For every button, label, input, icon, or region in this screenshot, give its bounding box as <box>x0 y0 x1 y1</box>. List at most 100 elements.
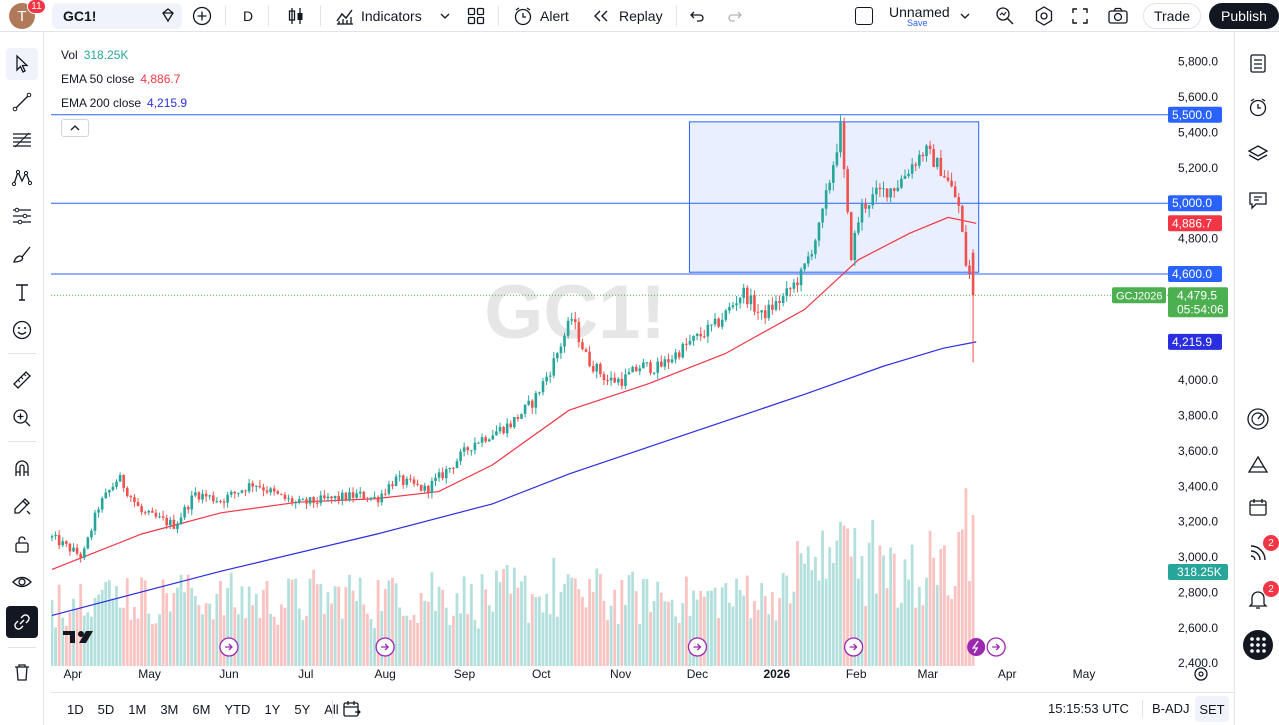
candle-body <box>771 304 774 310</box>
candle-body <box>864 203 867 209</box>
volume-bar <box>487 605 491 666</box>
redo-icon[interactable] <box>726 7 744 28</box>
layers-icon[interactable] <box>1244 140 1272 168</box>
alerts-clock-icon[interactable] <box>1244 93 1272 121</box>
brush-tool-icon[interactable] <box>6 238 38 270</box>
replay-button[interactable]: Replay <box>619 8 663 24</box>
fib-retracement-icon[interactable] <box>6 124 38 156</box>
camera-snapshot-icon[interactable] <box>1107 6 1129 29</box>
time-tick-label: Jun <box>219 667 238 681</box>
settings-gear-icon[interactable] <box>1033 5 1055 30</box>
chart-pane[interactable]: GC1!5,800.05,600.05,400.05,200.05,000.04… <box>51 44 1229 690</box>
range-button-1y[interactable]: 1Y <box>264 701 281 717</box>
legend-ema200[interactable]: EMA 200 close 4,215.9 <box>61 96 187 110</box>
layout-dropdown-chevron-icon[interactable] <box>958 9 972 26</box>
zoom-in-icon[interactable] <box>6 402 38 434</box>
lock-icon[interactable] <box>6 528 38 560</box>
alert-button[interactable]: Alert <box>540 8 569 24</box>
notifications-bell-icon[interactable] <box>1244 585 1272 613</box>
volume-bar <box>290 579 294 666</box>
link-sync-icon[interactable] <box>6 606 38 638</box>
replay-rewind-icon[interactable] <box>592 7 610 28</box>
range-button-1m[interactable]: 1M <box>128 701 147 717</box>
trend-line-icon[interactable] <box>6 86 38 118</box>
candle-body <box>642 362 645 369</box>
volume-bar <box>950 598 953 666</box>
candle-body <box>57 535 61 546</box>
drawing-mode-icon[interactable] <box>6 490 38 522</box>
range-button-5y[interactable]: 5Y <box>294 701 311 717</box>
templates-grid-icon[interactable] <box>466 6 486 29</box>
range-button-all[interactable]: All <box>317 702 345 717</box>
layout-icon[interactable] <box>855 7 873 25</box>
volume-bar <box>244 618 247 666</box>
volume-bar <box>262 589 265 666</box>
date-range-calendar-icon[interactable] <box>342 699 362 722</box>
candle-body <box>369 497 373 500</box>
volume-bar <box>68 612 72 666</box>
forecasting-tool-icon[interactable] <box>6 200 38 232</box>
emoji-icon[interactable] <box>6 314 38 346</box>
volume-bar <box>742 595 746 666</box>
cursor-tool-icon[interactable] <box>6 48 38 80</box>
technicals-gauge-icon[interactable] <box>1244 405 1272 433</box>
range-button-ytd[interactable]: YTD <box>224 701 251 717</box>
volume-bar <box>100 589 104 666</box>
volume-bar <box>122 607 126 666</box>
hide-eye-icon[interactable] <box>6 566 38 598</box>
quick-search-icon[interactable] <box>994 5 1016 30</box>
candle-body <box>903 175 907 179</box>
layout-save-label[interactable]: Save <box>907 18 928 28</box>
legend-volume[interactable]: Vol 318.25K <box>61 48 128 62</box>
layout-name[interactable]: Unnamed <box>889 4 950 20</box>
legend-collapse-button[interactable] <box>61 119 89 137</box>
compare-symbol-icon[interactable] <box>160 7 176 26</box>
range-button-5d[interactable]: 5D <box>97 701 115 717</box>
trash-icon[interactable] <box>6 656 38 688</box>
adjustment-toggle[interactable]: B-ADJ <box>1152 701 1190 716</box>
candle-body <box>315 502 319 504</box>
candle-body <box>821 208 824 223</box>
candles-chart-type-icon[interactable] <box>285 5 307 30</box>
apps-grid-icon[interactable] <box>1243 630 1273 660</box>
text-tool-icon[interactable] <box>6 276 38 308</box>
candle-body <box>405 478 409 485</box>
interval-button[interactable]: D <box>243 8 254 24</box>
utc-clock[interactable]: 15:15:53 UTC <box>1048 701 1129 716</box>
ideas-triangle-icon[interactable] <box>1244 451 1272 479</box>
indicators-dropdown-chevron-icon[interactable] <box>438 9 452 26</box>
candle-body <box>599 363 602 375</box>
candle-body <box>473 442 477 451</box>
range-button-1d[interactable]: 1D <box>67 701 84 717</box>
range-button-3m[interactable]: 3M <box>160 701 179 717</box>
volume-bar <box>889 547 893 666</box>
legend-ema50[interactable]: EMA 50 close 4,886.7 <box>61 72 180 86</box>
streams-broadcast-icon[interactable] <box>1244 539 1272 567</box>
add-symbol-icon[interactable] <box>192 6 212 29</box>
volume-bar <box>846 528 850 666</box>
volume-bar <box>197 605 201 666</box>
session-toggle[interactable]: SET <box>1195 696 1229 722</box>
price-chart[interactable]: GC1!5,800.05,600.05,400.05,200.05,000.04… <box>51 44 1229 690</box>
candle-body <box>487 439 491 442</box>
indicators-button[interactable]: Indicators <box>361 8 422 24</box>
candle-body <box>667 359 670 363</box>
calendar-icon[interactable] <box>1244 493 1272 521</box>
undo-icon[interactable] <box>688 7 706 28</box>
alert-clock-icon[interactable] <box>512 5 534 30</box>
ruler-icon[interactable] <box>6 364 38 396</box>
volume-bar <box>344 587 348 666</box>
watchlist-icon[interactable] <box>1244 49 1272 77</box>
magnet-icon[interactable] <box>6 452 38 484</box>
symbol-search[interactable]: GC1! <box>52 3 182 29</box>
volume-bar <box>659 592 663 666</box>
publish-button[interactable]: Publish <box>1209 3 1279 29</box>
indicators-icon[interactable] <box>334 5 356 30</box>
volume-bar <box>867 542 871 666</box>
fullscreen-icon[interactable] <box>1070 6 1090 29</box>
range-button-6m[interactable]: 6M <box>192 701 211 717</box>
tradingview-logo-mark <box>79 631 93 643</box>
pattern-tool-icon[interactable] <box>6 162 38 194</box>
trade-button[interactable]: Trade <box>1143 3 1201 29</box>
chat-icon[interactable] <box>1244 186 1272 214</box>
